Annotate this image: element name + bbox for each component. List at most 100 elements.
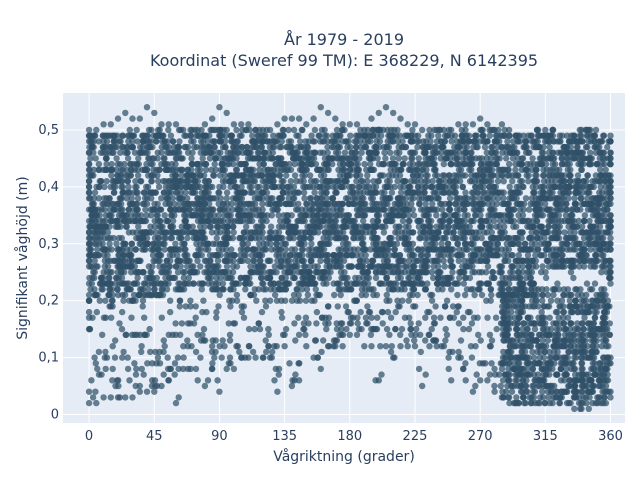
data-point bbox=[509, 263, 516, 270]
data-point bbox=[119, 246, 126, 253]
data-point bbox=[467, 343, 475, 350]
data-point bbox=[408, 200, 415, 208]
data-point bbox=[387, 263, 394, 270]
data-point bbox=[282, 325, 290, 333]
data-point-min bbox=[433, 343, 440, 350]
data-point bbox=[208, 348, 216, 356]
data-point bbox=[499, 172, 506, 179]
data-point bbox=[417, 280, 424, 287]
data-point bbox=[148, 195, 155, 202]
data-point bbox=[510, 138, 517, 145]
data-point bbox=[334, 303, 341, 310]
data-point bbox=[177, 195, 184, 202]
data-point bbox=[515, 291, 522, 299]
data-point bbox=[373, 200, 380, 208]
data-point bbox=[135, 160, 142, 168]
data-point bbox=[217, 252, 224, 259]
data-point bbox=[374, 217, 381, 225]
data-point bbox=[478, 291, 486, 299]
data-point bbox=[479, 172, 486, 179]
data-point bbox=[505, 212, 512, 219]
data-point bbox=[329, 195, 336, 202]
data-point bbox=[103, 354, 111, 361]
data-point bbox=[248, 252, 256, 259]
data-point bbox=[167, 308, 174, 316]
data-point bbox=[243, 149, 251, 156]
data-point bbox=[402, 206, 409, 213]
data-point bbox=[223, 246, 230, 253]
data-point bbox=[438, 240, 445, 247]
data-point bbox=[188, 263, 195, 270]
data-point bbox=[143, 240, 151, 247]
data-point bbox=[323, 200, 330, 208]
data-point bbox=[104, 234, 112, 242]
data-point bbox=[134, 206, 141, 213]
data-point bbox=[133, 257, 141, 264]
data-point bbox=[151, 223, 158, 230]
data-point bbox=[428, 269, 435, 276]
data-point bbox=[178, 320, 186, 327]
data-point-max bbox=[426, 126, 433, 134]
data-point bbox=[278, 314, 286, 321]
data-point bbox=[143, 229, 150, 236]
data-point bbox=[459, 229, 467, 236]
data-point bbox=[90, 143, 97, 151]
data-point bbox=[212, 337, 219, 344]
data-point bbox=[187, 297, 194, 304]
data-point bbox=[230, 229, 237, 236]
data-point bbox=[90, 200, 98, 208]
data-point bbox=[162, 166, 169, 173]
data-point bbox=[288, 212, 295, 219]
data-point bbox=[161, 155, 168, 162]
data-point bbox=[399, 160, 407, 168]
data-point bbox=[396, 206, 403, 213]
data-point bbox=[249, 348, 257, 356]
data-point bbox=[255, 320, 263, 327]
data-point bbox=[422, 337, 429, 344]
data-point bbox=[396, 257, 403, 264]
data-point bbox=[364, 303, 371, 310]
data-point bbox=[291, 320, 298, 327]
data-point bbox=[281, 331, 288, 338]
data-point bbox=[345, 240, 352, 247]
data-point bbox=[461, 257, 468, 264]
data-point bbox=[162, 229, 169, 236]
data-point bbox=[343, 178, 350, 185]
data-point bbox=[156, 126, 163, 134]
data-point bbox=[400, 212, 407, 219]
data-point bbox=[244, 155, 252, 162]
data-point bbox=[345, 286, 352, 293]
data-point bbox=[165, 126, 172, 134]
data-point bbox=[201, 269, 208, 276]
data-point-min bbox=[382, 343, 390, 350]
data-point bbox=[85, 240, 93, 247]
data-point-min bbox=[419, 382, 426, 390]
data-point bbox=[401, 263, 408, 270]
data-point bbox=[96, 280, 104, 287]
data-point bbox=[229, 206, 236, 213]
data-point bbox=[100, 314, 108, 321]
data-point bbox=[367, 138, 374, 145]
data-point bbox=[239, 240, 246, 247]
data-point bbox=[287, 252, 294, 259]
data-point bbox=[267, 200, 274, 208]
data-point bbox=[448, 286, 455, 293]
data-point-min bbox=[469, 388, 477, 395]
data-point bbox=[223, 263, 231, 270]
data-point-min bbox=[527, 399, 535, 407]
data-point bbox=[405, 274, 412, 282]
data-point bbox=[466, 178, 474, 185]
data-point bbox=[502, 143, 509, 151]
data-point bbox=[361, 143, 368, 151]
data-point bbox=[364, 320, 371, 327]
data-point bbox=[409, 160, 417, 168]
data-point bbox=[222, 138, 229, 145]
data-point bbox=[392, 325, 399, 333]
data-point bbox=[155, 240, 162, 247]
data-point bbox=[517, 229, 524, 236]
data-point bbox=[209, 360, 216, 367]
data-point bbox=[190, 138, 197, 145]
data-point bbox=[418, 195, 426, 202]
data-point bbox=[337, 257, 344, 264]
data-point bbox=[227, 212, 234, 219]
